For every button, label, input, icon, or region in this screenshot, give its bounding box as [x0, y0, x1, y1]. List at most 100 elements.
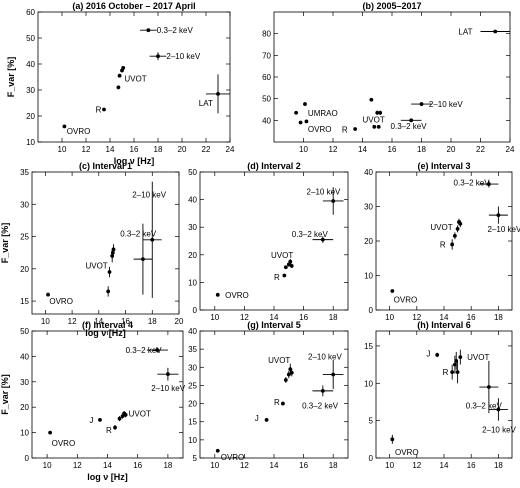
data-point [486, 182, 491, 186]
data-point [107, 270, 112, 274]
data-point [155, 348, 160, 352]
x-tick-label: 10 [210, 461, 219, 470]
point-label: 2–10 keV [482, 426, 516, 435]
point-label: 0.3–2 keV [157, 26, 194, 35]
point-label: OVRO [394, 296, 418, 305]
data-point [369, 97, 374, 102]
panel-2: (c) Interval 1 10 12 14 16 18 20 15 20 25 30 35 log … [0, 161, 184, 338]
data-point [98, 418, 102, 422]
x-tick-label: 24 [226, 145, 235, 154]
y-tick-label: 10 [364, 272, 373, 281]
x-axis-label: log ν [Hz] [87, 472, 128, 482]
point-label: J [426, 349, 430, 358]
data-point [110, 250, 115, 255]
x-tick-label: 12 [412, 461, 421, 470]
x-axis-label: log ν [Hz] [85, 328, 126, 338]
data-point [375, 110, 380, 115]
y-tick-label: 10 [20, 429, 29, 438]
y-tick-label: 40 [364, 168, 373, 177]
data-point [435, 353, 440, 357]
y-tick-label: 40 [262, 116, 271, 125]
x-tick-label: 16 [130, 145, 139, 154]
y-tick-label: 10 [188, 436, 197, 445]
x-tick-label: 14 [106, 145, 115, 154]
y-tick-label: 25 [188, 381, 197, 390]
panel-7: (h) Interval 6 10 12 14 16 18 0 5 10 15 OVRO J R UVOT… [364, 320, 516, 470]
panel-title: (a) 2016 October – 2017 April [72, 1, 195, 11]
data-point [390, 289, 395, 293]
panel-title: (e) Interval 3 [417, 161, 470, 171]
point-label: UVOT [430, 223, 452, 232]
x-tick-label: 22 [476, 145, 485, 154]
x-tick-label: 18 [148, 317, 157, 326]
data-point [294, 110, 299, 115]
data-point [48, 430, 53, 435]
data-point [353, 127, 358, 131]
data-point [166, 372, 170, 377]
data-point [150, 237, 155, 242]
point-label: OVRO [49, 297, 73, 306]
data-point [450, 370, 455, 374]
point-label: LAT [458, 28, 472, 37]
y-tick-label: 15 [364, 342, 373, 351]
data-point [289, 263, 294, 268]
point-label: LAT [199, 99, 213, 108]
point-label: 0.3–2 keV [126, 346, 163, 355]
y-tick-label: 25 [20, 233, 29, 242]
panel-6: (g) Interval 5 10 12 14 16 18 5 10 15 20 25 30 35 40 O… [188, 320, 349, 470]
panel-title: (d) Interval 2 [247, 161, 301, 171]
panel-title: (c) Interval 1 [79, 161, 132, 171]
point-label: UVOT [271, 251, 293, 260]
y-tick-label: 0 [25, 454, 30, 463]
point-label: R [443, 368, 449, 377]
data-point [486, 385, 491, 389]
y-tick-label: 0 [193, 306, 198, 315]
x-tick-label: 12 [240, 461, 249, 470]
data-point [298, 120, 303, 125]
x-tick-label: 14 [103, 461, 112, 470]
panel-0: (a) 2016 October – 2017 April 10 12 14 16 18 2… [6, 1, 235, 166]
x-tick-label: 18 [494, 461, 503, 470]
x-tick-label: 22 [202, 145, 211, 154]
data-point [62, 124, 67, 129]
point-label: UVOT [124, 74, 146, 83]
point-label: 0.3–2 keV [302, 401, 339, 410]
data-point [452, 233, 457, 238]
data-point [320, 388, 325, 393]
point-label: R [342, 125, 348, 134]
y-tick-label: 0 [369, 306, 374, 315]
data-point [156, 54, 160, 59]
data-point [378, 110, 383, 115]
y-tick-label: 30 [26, 86, 35, 95]
data-point [283, 378, 288, 382]
y-tick-label: 30 [20, 200, 29, 209]
x-tick-label: 14 [358, 145, 367, 154]
y-tick-label: 30 [364, 203, 373, 212]
data-point [496, 407, 501, 412]
data-point [46, 292, 50, 297]
data-point [289, 370, 294, 375]
y-tick-label: 0 [369, 454, 374, 463]
x-tick-label: 20 [178, 145, 187, 154]
data-point [286, 372, 291, 377]
data-point [419, 102, 424, 106]
y-tick-label: 50 [20, 327, 29, 336]
y-tick-label: 15 [188, 418, 197, 427]
x-tick-label: 12 [240, 313, 249, 322]
data-point [288, 367, 293, 371]
panel-title: (h) Interval 6 [417, 320, 471, 330]
x-tick-label: 14 [94, 317, 103, 326]
y-tick-label: 20 [188, 251, 197, 260]
x-tick-label: 12 [68, 317, 77, 326]
x-tick-label: 24 [506, 145, 515, 154]
x-tick-label: 10 [43, 461, 52, 470]
y-tick-label: 60 [262, 73, 271, 82]
y-tick-label: 50 [262, 95, 271, 104]
data-point [303, 102, 307, 106]
y-tick-label: 20 [188, 400, 197, 409]
point-label: 2–10 keV [132, 191, 166, 200]
y-tick-label: 15 [20, 297, 29, 306]
x-tick-label: 14 [440, 461, 449, 470]
panel-4: (e) Interval 3 10 12 14 16 18 0 10 20 30 40 OVRO R UV… [364, 161, 520, 322]
point-label: UMRAO [308, 109, 338, 118]
